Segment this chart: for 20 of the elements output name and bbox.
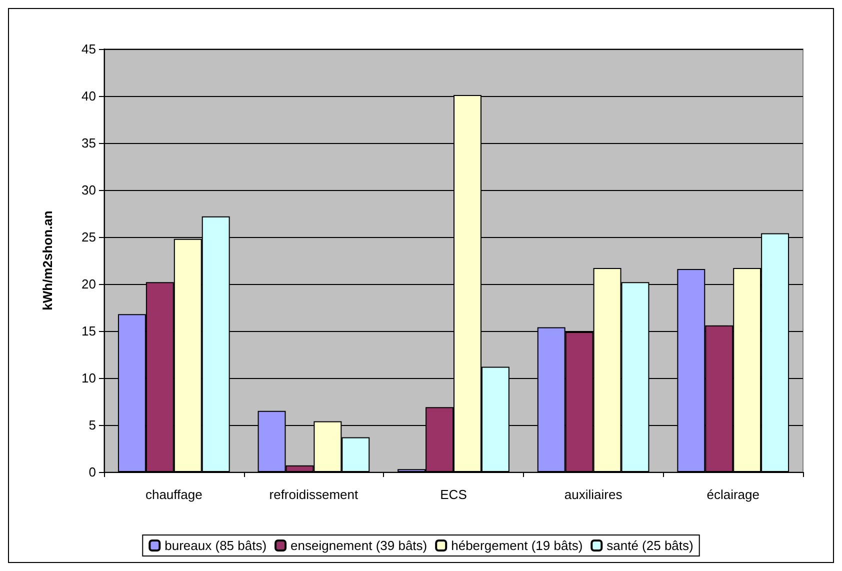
y-tick-label: 45 <box>82 42 96 56</box>
legend-label: bureaux (85 bâts) <box>164 538 267 553</box>
y-tick-label: 5 <box>88 418 96 432</box>
legend-label: santé (25 bâts) <box>606 538 694 553</box>
x-tick-label: chauffage <box>145 487 202 502</box>
y-tick-label: 15 <box>82 324 96 338</box>
y-axis-title: kWh/m2shon.an <box>40 210 55 310</box>
x-tick-label: ECS <box>440 487 468 502</box>
y-tick-label: 0 <box>88 464 96 480</box>
legend-label: enseignement (39 bâts) <box>290 538 428 553</box>
y-tick-label: 25 <box>82 230 96 244</box>
legend-label: hébergement (19 bâts) <box>451 538 583 553</box>
y-tick-label: 10 <box>82 370 96 386</box>
y-tick-label: 40 <box>82 88 96 104</box>
y-tick-label: 30 <box>82 182 96 198</box>
y-tick-label: 20 <box>82 276 96 292</box>
x-tick-label: refroidissement <box>269 487 359 502</box>
x-tick-label: auxiliaires <box>564 487 623 502</box>
y-tick-label: 35 <box>82 136 96 150</box>
x-tick-label: éclairage <box>706 487 760 502</box>
